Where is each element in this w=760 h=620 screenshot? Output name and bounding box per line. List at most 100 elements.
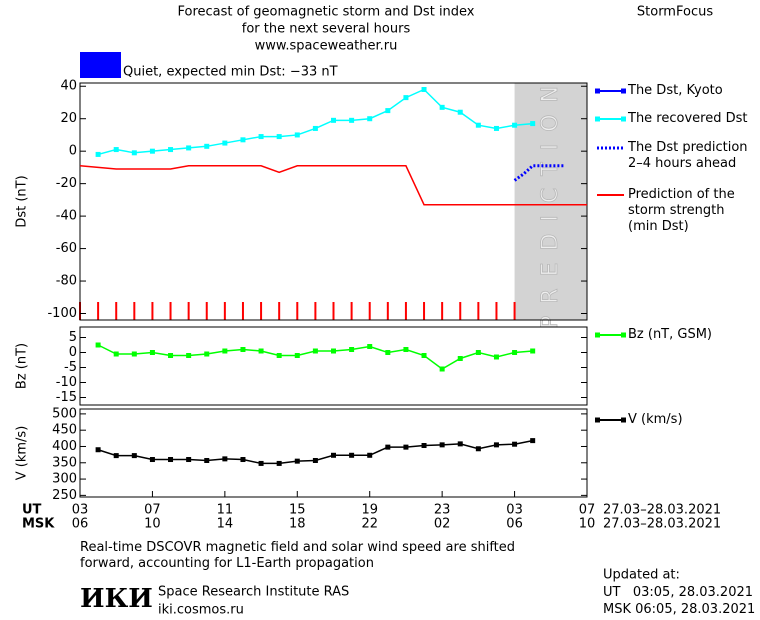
updated-msk: MSK 06:05, 28.03.2021 <box>603 602 756 617</box>
series-marker <box>367 452 373 458</box>
legend-label: V (km/s) <box>628 412 683 427</box>
series-marker <box>385 350 391 355</box>
series-marker <box>258 460 264 466</box>
brand: StormFocus <box>637 5 713 20</box>
series-marker <box>186 457 192 463</box>
series-marker <box>312 457 318 463</box>
url: iki.cosmos.ru <box>158 603 244 618</box>
series-marker <box>95 447 101 453</box>
x2-tick-label: 06 <box>72 517 89 532</box>
series-marker <box>294 353 300 358</box>
status-text: Quiet, expected min Dst: −33 nT <box>123 65 338 80</box>
series-marker <box>113 351 119 357</box>
institute: Space Research Institute RAS <box>158 585 349 600</box>
legend-marker <box>595 88 600 94</box>
series-marker <box>421 443 427 449</box>
y-tick-label: 350 <box>52 455 77 470</box>
series-marker <box>403 347 409 352</box>
series-marker <box>475 350 481 355</box>
series-marker <box>294 458 300 464</box>
y-tick-label: -60 <box>56 241 77 256</box>
series-marker <box>331 348 336 354</box>
series-marker <box>222 456 228 462</box>
title-line: for the next several hours <box>242 22 411 37</box>
x-tick-label: 03 <box>72 503 89 518</box>
series-marker <box>258 348 264 354</box>
series-marker <box>258 134 264 140</box>
series-marker <box>385 108 391 114</box>
x2-tick-label: 22 <box>361 517 378 532</box>
plot-frame <box>79 82 588 321</box>
series-marker <box>113 147 119 153</box>
legend-marker <box>621 417 626 423</box>
series-marker <box>186 145 192 151</box>
y-tick-label: 400 <box>52 439 77 454</box>
series-marker <box>113 453 119 459</box>
y-tick-label: 250 <box>52 488 77 503</box>
legend-label: Prediction of the storm strength (min Ds… <box>628 187 735 234</box>
legend-marker <box>621 88 626 94</box>
series-marker <box>512 441 518 447</box>
legend-marker <box>595 116 600 122</box>
x-tick-label: 19 <box>361 503 378 518</box>
prediction-zone <box>514 83 587 320</box>
series-marker <box>149 350 155 355</box>
legend-marker <box>621 116 626 122</box>
series-marker <box>457 356 463 361</box>
y-tick-label: -10 <box>56 375 77 390</box>
series-marker <box>168 457 174 463</box>
legend-label: The Dst, Kyoto <box>628 83 723 98</box>
y-tick-label: 20 <box>60 111 77 126</box>
series-marker <box>349 452 355 458</box>
date-range: 27.03–28.03.2021 <box>603 517 721 532</box>
series-marker <box>240 137 246 143</box>
y-tick-label: 300 <box>52 472 77 487</box>
series-marker <box>149 148 155 154</box>
series-marker <box>439 366 445 372</box>
y-tick-label: 0 <box>69 345 77 360</box>
x-axis-label: UT <box>22 503 42 518</box>
x-tick-label: 07 <box>144 503 161 518</box>
title-line: Forecast of geomagnetic storm and Dst in… <box>177 5 474 20</box>
updated-ut: UT 03:05, 28.03.2021 <box>603 585 754 600</box>
x-tick-label: 03 <box>506 503 523 518</box>
series-marker <box>530 438 536 444</box>
series-marker <box>149 457 155 463</box>
series-marker <box>331 452 336 458</box>
title-line: www.spaceweather.ru <box>255 39 398 54</box>
y-axis-label: V (km/s) <box>15 426 30 481</box>
series-marker <box>204 143 210 149</box>
series-marker <box>95 151 101 157</box>
series-marker <box>349 117 355 123</box>
series-marker <box>186 353 192 358</box>
series-marker <box>385 444 391 450</box>
x-tick-label: 23 <box>434 503 451 518</box>
x2-tick-label: 14 <box>217 517 234 532</box>
legend-marker <box>621 332 626 338</box>
series-marker <box>493 354 499 360</box>
y-tick-label: -100 <box>47 306 77 321</box>
series-marker <box>276 134 282 140</box>
series-marker <box>493 125 499 131</box>
series-marker <box>204 457 210 463</box>
y-tick-label: -15 <box>56 390 77 405</box>
logo: ИКИ <box>80 584 153 614</box>
y-tick-label: 500 <box>52 406 77 421</box>
series-marker <box>222 348 228 354</box>
y-tick-label: 5 <box>69 330 77 345</box>
series-marker <box>222 140 228 146</box>
note: Real-time DSCOVR magnetic field and sola… <box>80 540 516 571</box>
series-marker <box>276 460 282 466</box>
series-marker <box>168 147 174 153</box>
x2-tick-label: 10 <box>579 517 596 532</box>
series-marker <box>403 95 409 101</box>
series-marker <box>403 444 409 450</box>
series-marker <box>367 116 373 122</box>
series-marker <box>204 351 210 357</box>
x2-axis-label: MSK <box>22 517 55 532</box>
y-tick-label: -5 <box>64 360 77 375</box>
series-marker <box>367 344 373 349</box>
status-box <box>80 52 121 78</box>
